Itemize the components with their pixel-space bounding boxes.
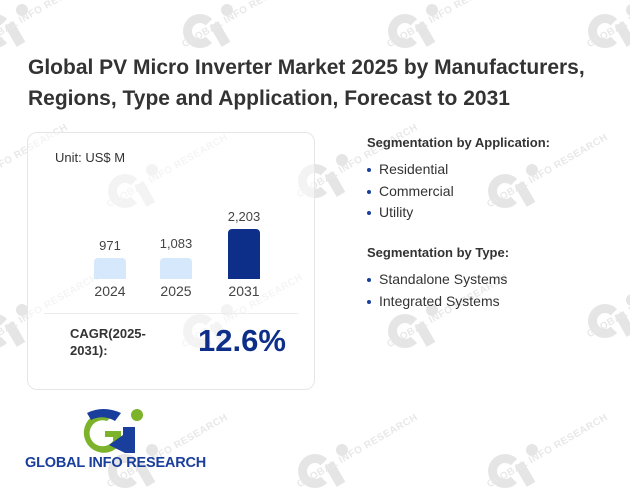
bullet-icon	[367, 189, 371, 194]
bar-value-label: 1,083	[159, 236, 193, 251]
bar-value-label: 971	[99, 238, 121, 253]
bullet-icon	[367, 168, 371, 172]
list-item-label: Standalone Systems	[379, 271, 508, 287]
logo-text: GLOBAL INFO RESEARCH	[25, 455, 207, 471]
list-item-label: Integrated Systems	[379, 292, 500, 309]
list-item: Commercial	[367, 181, 617, 203]
segmentation-list: Standalone Systems Integrated Systems	[367, 269, 617, 312]
list-item: Standalone Systems	[367, 269, 617, 291]
x-tick-label: 2024	[94, 283, 126, 299]
list-item-label: Commercial	[379, 182, 454, 199]
x-tick-label: 2031	[228, 283, 260, 299]
cagr-label: CAGR(2025-2031):	[70, 326, 146, 358]
list-item-label: Utility	[379, 204, 414, 220]
x-tick-label: 2025	[160, 283, 192, 299]
bar-chart: 971 2024 1,083 2025 2,203 2031	[28, 133, 316, 303]
page-title: Global PV Micro Inverter Market 2025 by …	[28, 56, 585, 110]
bar-2025	[160, 258, 192, 279]
segmentation-type: Segmentation by Type: Standalone Systems…	[367, 245, 617, 312]
segmentation-application: Segmentation by Application: Residential…	[367, 135, 617, 224]
segmentation-heading: Segmentation by Type:	[367, 245, 510, 260]
segmentation-heading: Segmentation by Application:	[367, 135, 550, 150]
bullet-icon	[367, 299, 371, 304]
cagr-value: 12.6%	[198, 323, 286, 358]
bullet-icon	[367, 211, 371, 215]
market-size-card: Unit: US$ M 971 2024 1,083 2025 2,203 2031 CA…	[27, 132, 315, 390]
list-item: Utility	[367, 202, 617, 224]
list-item-label: Residential	[379, 161, 449, 177]
bar-2024	[94, 258, 126, 279]
unit-label: Unit: US$ M	[55, 150, 126, 165]
bar-value-label: 2,203	[227, 209, 261, 224]
bar-2031	[228, 229, 260, 279]
gi-logo-icon	[83, 409, 143, 453]
card-divider	[44, 313, 298, 314]
bullet-icon	[367, 278, 371, 282]
list-item: Integrated Systems	[367, 291, 617, 313]
company-logo: GLOBAL INFO RESEARCH	[25, 405, 215, 475]
list-item: Residential	[367, 159, 617, 181]
segmentation-list: Residential Commercial Utility	[367, 159, 617, 224]
